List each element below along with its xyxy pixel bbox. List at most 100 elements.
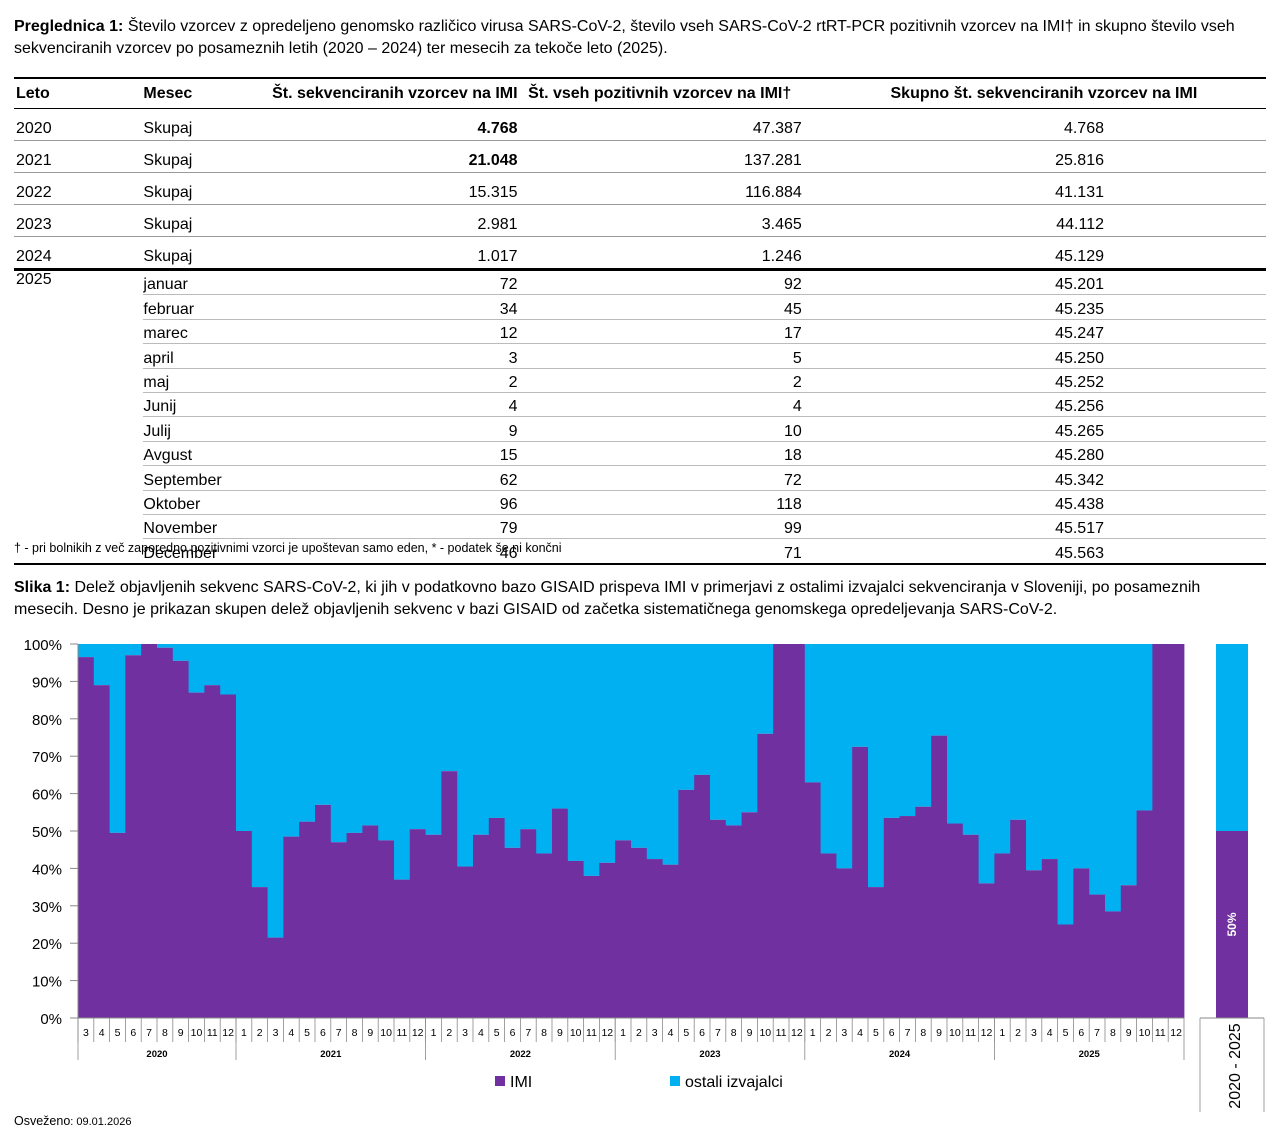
x-month-label: 12	[791, 1027, 803, 1039]
x-month-label: 11	[1155, 1027, 1166, 1039]
table-row: Oktober 96 118 45.438	[14, 490, 1266, 515]
cell-mesec: November	[143, 514, 273, 540]
x-month-label: 12	[222, 1027, 234, 1039]
legend-swatch-imi	[495, 1076, 505, 1086]
table-header-row: Leto Mesec Št. sekvenciranih vzorcev na …	[14, 77, 1266, 109]
stacked-bar-chart: 0%10%20%30%40%50%60%70%80%90%100%3 4 5 6 7 8 9…	[24, 637, 1265, 1112]
bar-imi	[1136, 810, 1153, 1018]
cell-sequenced: 15.315	[272, 172, 518, 205]
bar-imi	[362, 825, 379, 1018]
bar-others	[251, 644, 268, 888]
bar-imi	[978, 883, 995, 1018]
cell-mesec: marec	[143, 319, 273, 345]
x-month-label: 11	[776, 1027, 787, 1039]
cell-leto	[14, 294, 144, 320]
x-month-label: 8	[920, 1027, 926, 1039]
cell-sequenced: 4	[272, 392, 518, 418]
x-month-label: 5	[873, 1027, 879, 1039]
cell-mesec: December	[143, 538, 273, 565]
cell-leto	[14, 343, 144, 369]
bar-imi	[646, 859, 663, 1018]
bar-others	[362, 644, 379, 826]
cell-sequenced: 2.981	[272, 204, 518, 237]
bar-others	[1089, 644, 1106, 895]
bar-others	[931, 644, 948, 736]
x-month-label: 3	[1031, 1027, 1037, 1039]
summary-bar-imi	[1216, 831, 1248, 1018]
bar-imi	[852, 746, 869, 1018]
legend-label-others: ostali izvajalci	[685, 1074, 783, 1091]
x-month-label: 7	[1094, 1027, 1100, 1039]
bar-imi	[1089, 894, 1106, 1018]
x-month-label: 3	[462, 1027, 468, 1039]
bar-imi	[836, 868, 853, 1018]
bar-others	[409, 644, 426, 830]
table-caption-text: Število vzorcev z opredeljeno genomsko r…	[14, 18, 1235, 57]
x-year-label: 2023	[699, 1049, 720, 1060]
bar-imi	[409, 829, 426, 1018]
x-month-label: 7	[525, 1027, 531, 1039]
cell-leto: 2025	[14, 269, 144, 296]
bar-others	[536, 644, 553, 854]
bar-imi	[172, 660, 189, 1018]
bar-imi	[125, 655, 142, 1018]
table-footnote: † - pri bolnikih z več zaporedno pozitiv…	[14, 541, 562, 555]
x-month-label: 1	[810, 1027, 816, 1039]
bar-others	[236, 644, 253, 831]
bar-imi	[330, 842, 347, 1018]
x-month-label: 4	[99, 1027, 105, 1039]
table-row: 2020 Skupaj 4.768 47.387 4.768	[14, 108, 1266, 141]
table-caption-label: Preglednica 1:	[14, 18, 124, 35]
cell-sequenced: 15	[272, 441, 518, 467]
cell-positive: 45	[517, 294, 802, 320]
bar-others	[1041, 644, 1058, 860]
cell-leto	[14, 441, 144, 467]
bar-imi	[315, 804, 332, 1018]
y-tick-label: 60%	[32, 787, 62, 804]
cell-mesec: Skupaj	[143, 236, 273, 271]
x-month-label: 4	[1047, 1027, 1053, 1039]
cell-leto	[14, 392, 144, 418]
cell-positive: 137.281	[517, 140, 802, 173]
bar-imi	[757, 733, 774, 1018]
cell-leto	[14, 416, 144, 442]
table-caption: Preglednica 1: Število vzorcev z opredel…	[14, 16, 1266, 60]
cell-leto	[14, 465, 144, 491]
cell-sequenced: 21.048	[272, 140, 518, 173]
table-row: 2025 januar 72 92 45.201	[14, 269, 1266, 296]
bar-imi	[1026, 870, 1043, 1018]
x-month-label: 9	[557, 1027, 563, 1039]
x-month-label: 8	[1110, 1027, 1116, 1039]
cell-mesec: Julij	[143, 416, 273, 442]
figure-caption-text: Delež objavljenih sekvenc SARS-CoV-2, ki…	[14, 579, 1201, 618]
bar-others	[1136, 644, 1153, 811]
x-month-label: 1	[620, 1027, 626, 1039]
bar-others	[299, 644, 316, 822]
cell-positive: 1.246	[517, 236, 802, 271]
y-tick-label: 0%	[40, 1011, 62, 1028]
x-year-label: 2025	[1079, 1049, 1101, 1060]
x-month-label: 5	[115, 1027, 121, 1039]
cell-leto: 2021	[14, 140, 144, 173]
cell-total: 45.563	[801, 538, 1266, 565]
bar-others	[694, 644, 711, 775]
table-row: maj 2 2 45.252	[14, 368, 1266, 393]
bar-imi	[457, 866, 474, 1018]
x-month-label: 8	[541, 1027, 547, 1039]
bar-others	[346, 644, 363, 833]
cell-sequenced: 79	[272, 514, 518, 540]
bar-imi	[1010, 819, 1027, 1018]
bar-imi	[567, 860, 584, 1018]
summary-value-label: 50%	[1225, 912, 1239, 936]
x-month-label: 6	[510, 1027, 516, 1039]
refreshed-note: Osveženo: 09.01.2026	[14, 1114, 131, 1128]
bar-imi	[1073, 868, 1090, 1018]
x-month-label: 2	[446, 1027, 452, 1039]
bar-others	[125, 644, 142, 656]
bar-imi	[725, 825, 742, 1018]
x-month-label: 3	[273, 1027, 279, 1039]
bar-imi	[804, 782, 821, 1018]
bar-imi	[473, 834, 490, 1018]
cell-sequenced: 62	[272, 465, 518, 491]
x-month-label: 4	[857, 1027, 863, 1039]
